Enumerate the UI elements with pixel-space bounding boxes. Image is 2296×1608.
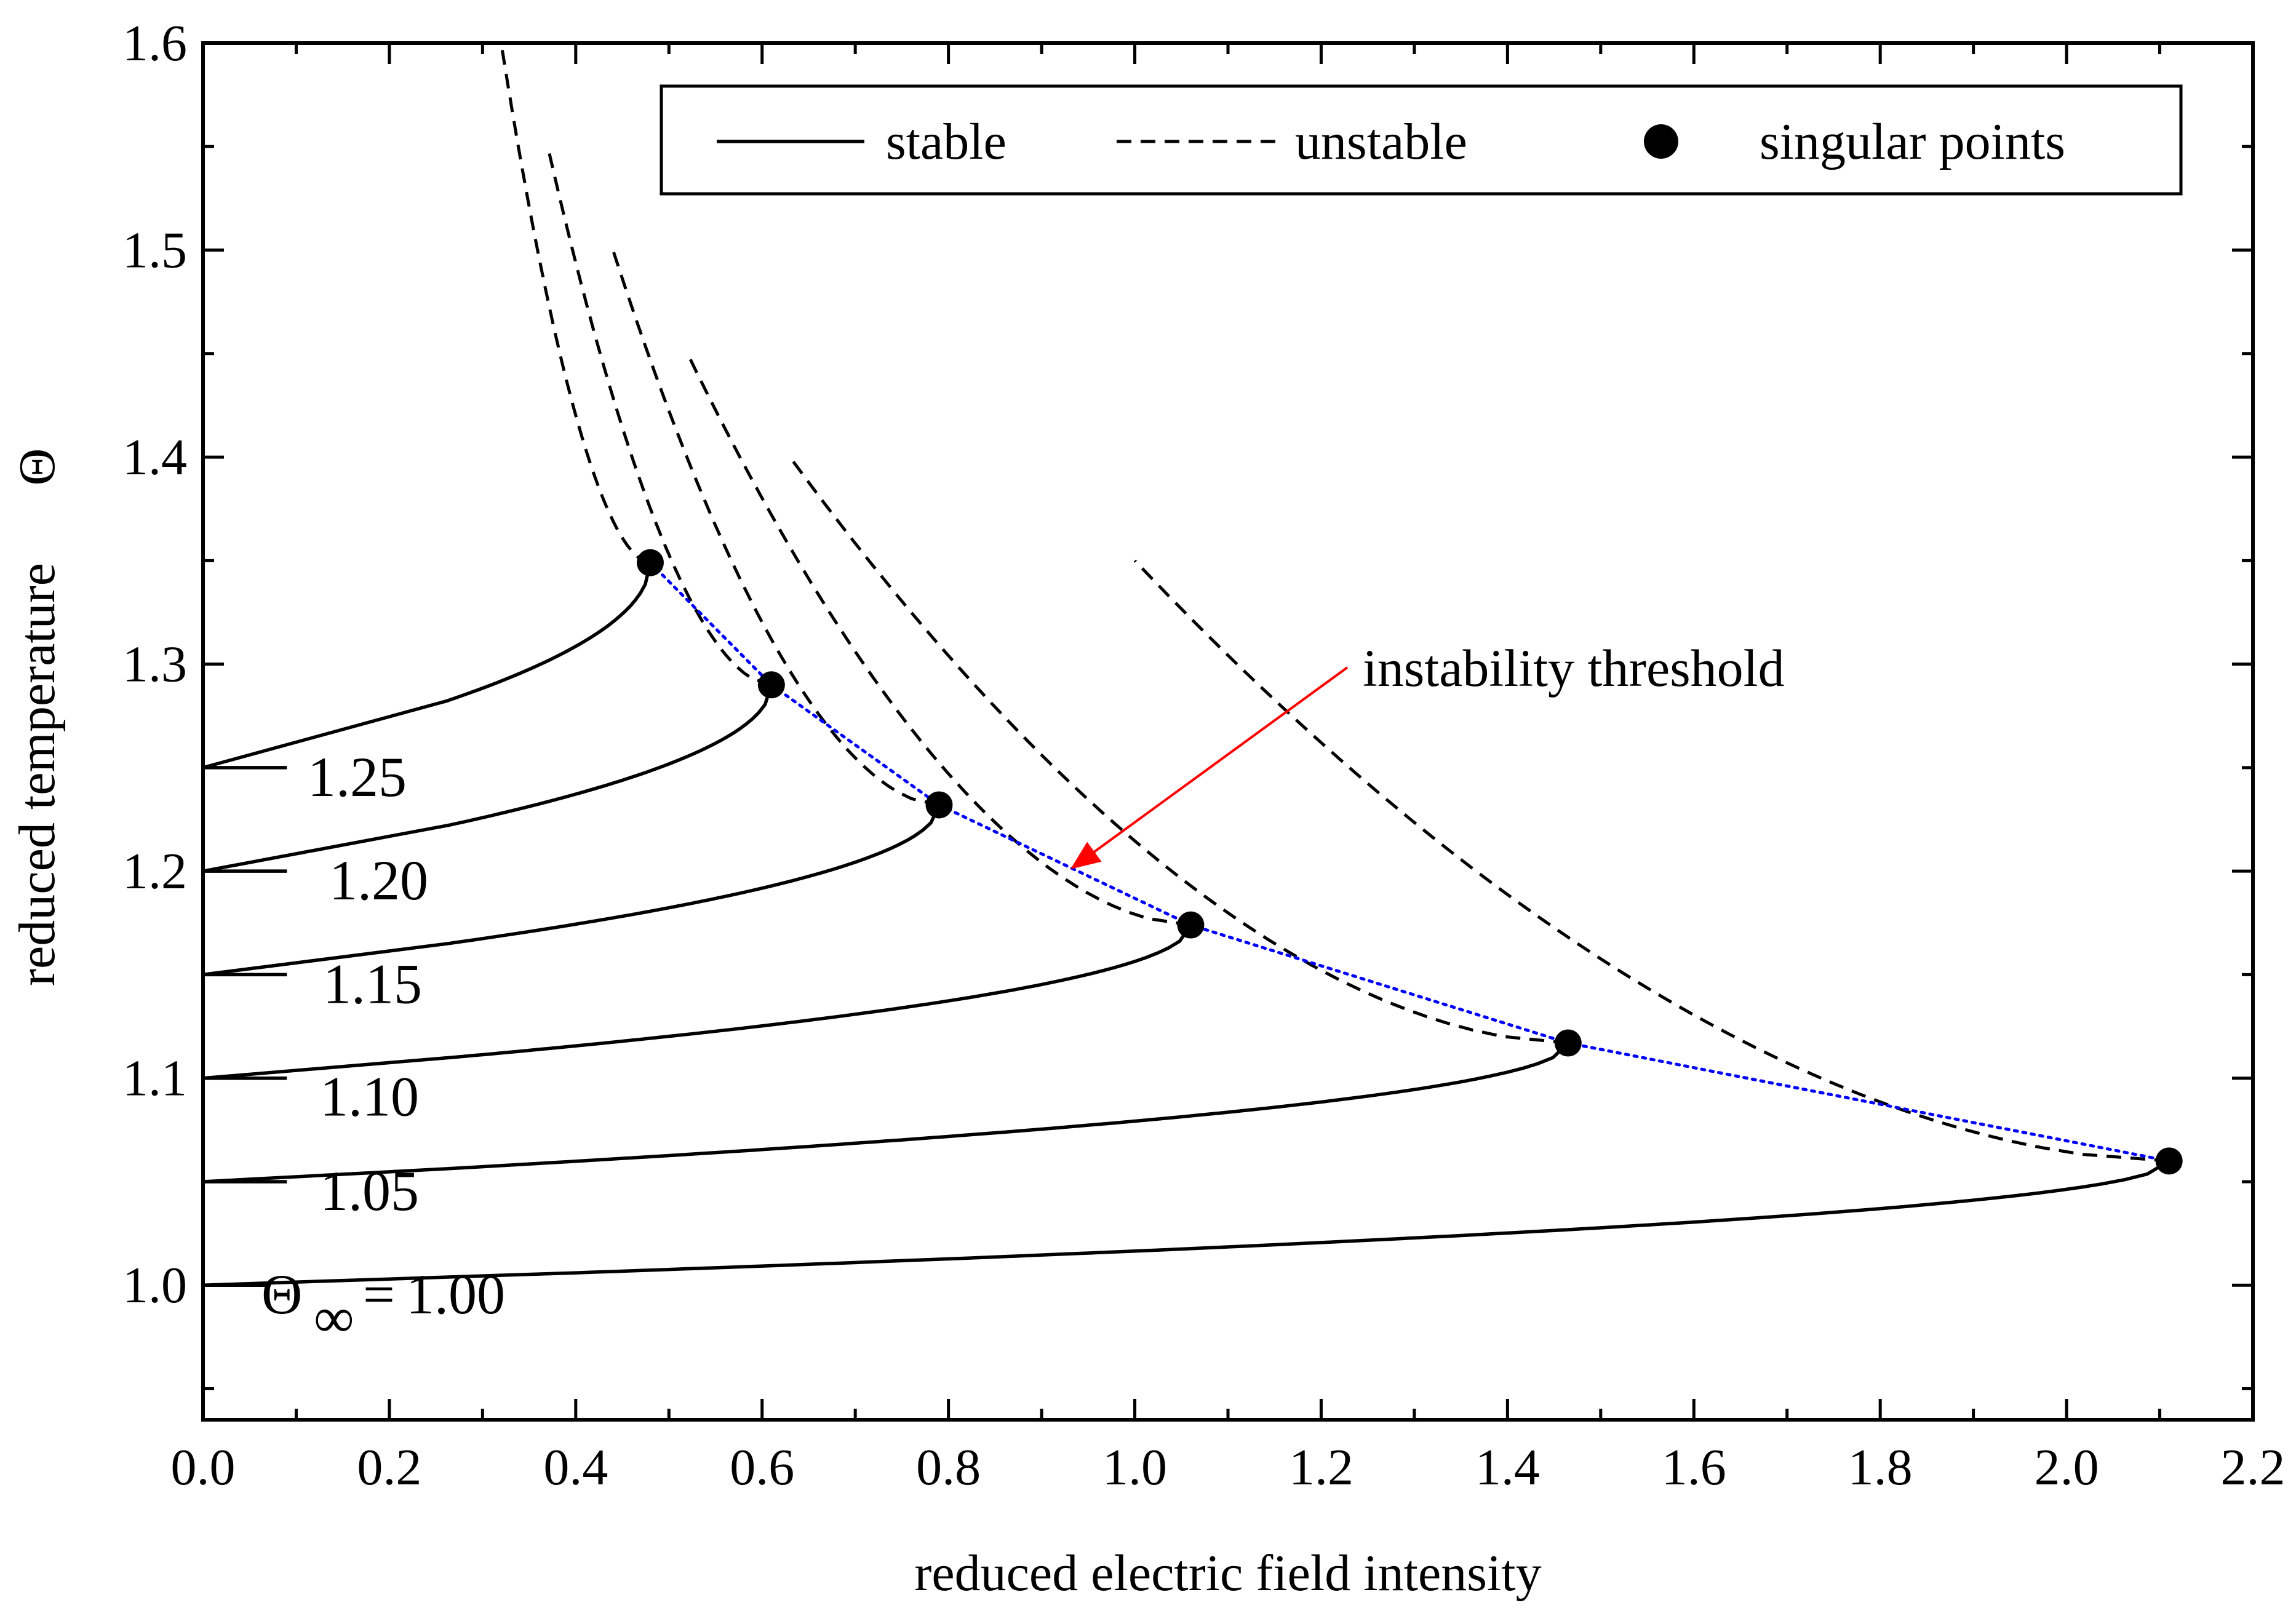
unstable-curve-1-00 xyxy=(1133,559,2169,1163)
y-tick-label: 1.6 xyxy=(122,15,187,72)
curve-labels: Θ ∞ = 1.00 1.05 1.10 1.15 1.20 1.25 xyxy=(261,746,505,1349)
stable-curve-1-10 xyxy=(202,924,1192,1080)
plot-frame xyxy=(201,41,2255,1422)
x-tick-label: 2.0 xyxy=(2035,1439,2099,1496)
x-tick-label: 2.2 xyxy=(2221,1439,2286,1496)
legend: stable unstable singular points xyxy=(660,84,2183,196)
unstable-curve-1-25 xyxy=(500,42,652,564)
curve-label-equals: = xyxy=(363,1263,395,1326)
annotation-group: instability threshold xyxy=(1070,639,1785,869)
threshold-group xyxy=(636,549,2183,1175)
curve-label-1-15: 1.15 xyxy=(323,952,422,1015)
unstable-curve-1-10 xyxy=(686,352,1191,927)
stable-curve-1-15 xyxy=(202,804,941,977)
stable-curve-1-00 xyxy=(202,1159,2170,1287)
x-tick-label: 1.2 xyxy=(1289,1439,1353,1496)
unstable-curve-1-15 xyxy=(612,249,940,806)
y-axis-label: reduced temperature xyxy=(9,563,66,986)
unstable-curve-1-20 xyxy=(546,146,772,687)
legend-label-unstable: unstable xyxy=(1295,113,1467,170)
singular-point-4 xyxy=(1554,1029,1582,1057)
curve-label-group-1-00: Θ ∞ = 1.00 xyxy=(261,1263,505,1349)
singular-point-0 xyxy=(636,549,664,576)
x-tick-label: 1.0 xyxy=(1102,1439,1167,1496)
stable-curve-1-20 xyxy=(202,684,773,873)
curve-label-1-10: 1.10 xyxy=(320,1065,419,1128)
singular-point-1 xyxy=(757,671,785,699)
y-tick-label: 1.3 xyxy=(122,636,187,693)
x-tick-label: 0.2 xyxy=(357,1439,421,1496)
y-tick-label: 1.1 xyxy=(122,1050,187,1107)
x-tick-label: 0.4 xyxy=(543,1439,608,1496)
y-tick-label: 1.0 xyxy=(122,1257,187,1314)
curve-label-theta: Θ xyxy=(261,1263,302,1326)
stable-curve-1-25 xyxy=(202,562,652,770)
y-axis-label-group: reduced temperature Θ xyxy=(9,448,66,986)
annotation-text: instability threshold xyxy=(1363,639,1785,698)
x-tick-label: 0.6 xyxy=(730,1439,794,1496)
x-tick-label: 1.8 xyxy=(1848,1439,1913,1496)
axes-group: 0.0 0.2 0.4 0.6 0.8 1.0 1.2 1.4 1.6 1.8 2.0 2.2 1.0 1… xyxy=(9,15,2286,1602)
x-tick-label: 1.4 xyxy=(1475,1439,1540,1496)
singular-point-3 xyxy=(1177,911,1205,939)
y-axis-symbol: Θ xyxy=(9,448,66,486)
singular-point-2 xyxy=(925,791,953,819)
unstable-curve-1-05 xyxy=(789,456,1569,1045)
curves-group xyxy=(202,42,2170,1287)
legend-label-stable: stable xyxy=(886,113,1006,170)
y-tick-label: 1.5 xyxy=(122,222,187,279)
curve-label-1-25: 1.25 xyxy=(308,746,407,808)
legend-box xyxy=(660,84,2183,196)
y-tick-label: 1.2 xyxy=(122,843,187,900)
singular-point-5 xyxy=(2155,1147,2183,1175)
x-axis-label: reduced electric field intensity xyxy=(914,1545,1541,1602)
legend-label-singular: singular points xyxy=(1760,113,2065,170)
legend-singular-marker xyxy=(1644,124,1678,159)
curve-label-1-20: 1.20 xyxy=(329,849,428,912)
x-tick-label: 0.8 xyxy=(916,1439,981,1496)
stable-curve-1-05 xyxy=(202,1041,1569,1184)
curve-label-1-05: 1.05 xyxy=(320,1160,419,1222)
x-tick-label: 1.6 xyxy=(1662,1439,1726,1496)
annotation-arrow xyxy=(1070,666,1349,869)
y-tick-label: 1.4 xyxy=(122,429,187,486)
curve-label-theta-subscript: ∞ xyxy=(314,1286,354,1349)
curve-label-value: 1.00 xyxy=(406,1263,505,1326)
x-tick-label: 0.0 xyxy=(171,1439,236,1496)
instability-threshold-line xyxy=(648,561,2171,1163)
